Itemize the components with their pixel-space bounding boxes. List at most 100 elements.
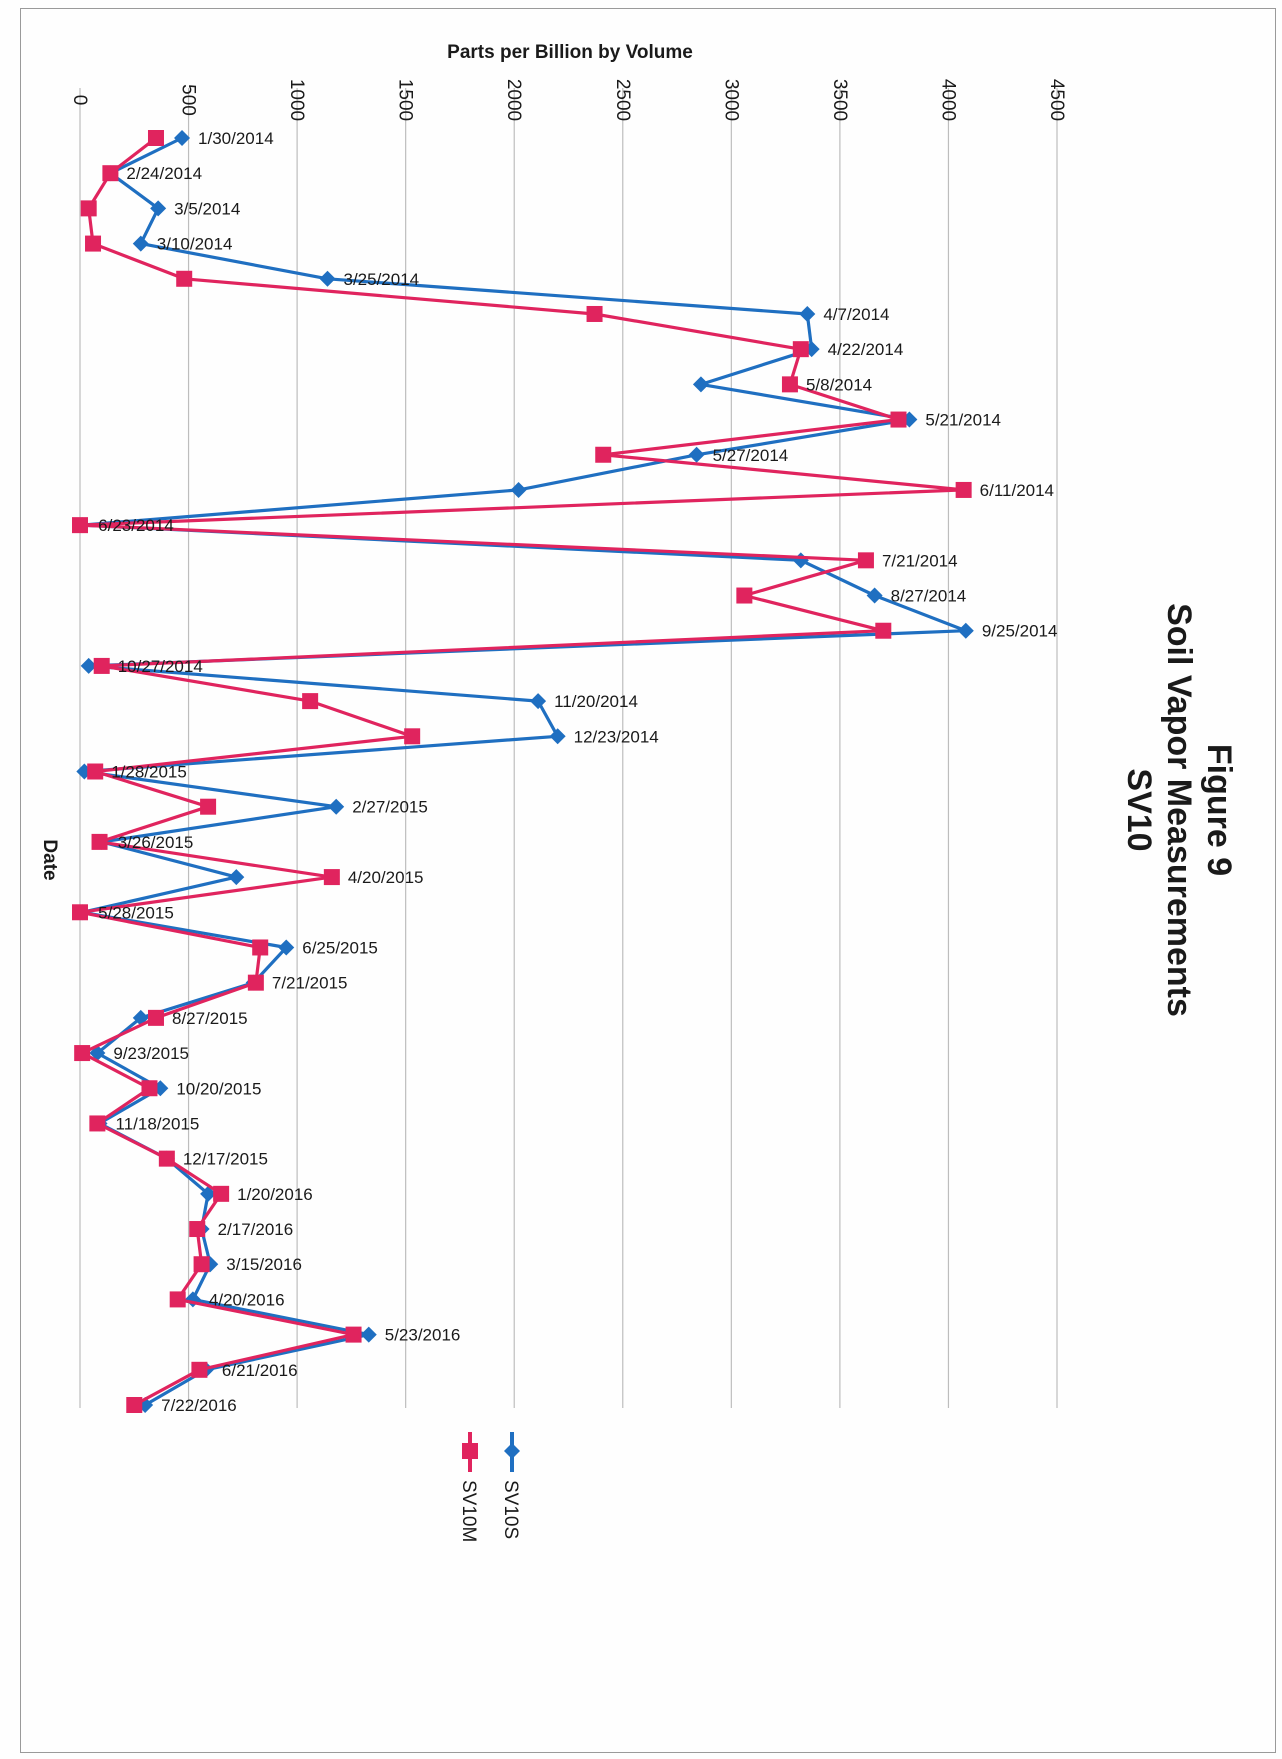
date-label: 3/25/2014 — [344, 270, 420, 289]
legend-item-SV10M: SV10M — [458, 1432, 479, 1542]
point-SV10M-5/27/2014 — [595, 446, 612, 463]
point-SV10S-8/27/2014 — [866, 587, 883, 604]
point-SV10S-2/27/2015 — [328, 798, 345, 815]
point-SV10M-6/23/2014 — [72, 517, 88, 534]
date-label: 1/28/2015 — [111, 763, 187, 782]
point-SV10S-6/25/2015 — [278, 939, 295, 956]
date-label: 9/23/2015 — [113, 1044, 189, 1063]
date-label: 6/25/2015 — [302, 938, 378, 957]
value-tick-0: 0 — [69, 95, 90, 106]
point-SV10M-7/21/2014 — [857, 552, 874, 569]
value-tick-3500: 3500 — [829, 79, 850, 121]
chart-title-line-1: Figure 9 — [1200, 744, 1238, 876]
legend: SV10S SV10M — [458, 1432, 521, 1542]
legend-marker — [462, 1443, 478, 1459]
date-label: 6/23/2014 — [98, 516, 174, 535]
point-SV10M-2/27/2015 — [200, 798, 217, 815]
point-SV10S-3/25/2014 — [319, 270, 336, 287]
point-SV10M-12/23/2014 — [404, 728, 421, 745]
point-SV10M-3/10/2014 — [85, 235, 102, 252]
point-SV10M-1/30/2014 — [147, 130, 164, 146]
value-tick-4000: 4000 — [937, 79, 958, 121]
value-tick-1000: 1000 — [286, 79, 307, 121]
date-label: 3/10/2014 — [157, 235, 233, 254]
value-tick-3000: 3000 — [720, 79, 741, 121]
value-tick-500: 500 — [178, 84, 199, 116]
date-label: 5/27/2014 — [713, 446, 789, 465]
series-line-SV10M — [78, 136, 966, 1407]
value-tick-4500: 4500 — [1046, 79, 1067, 121]
legend-label: SV10M — [458, 1480, 479, 1542]
point-SV10S-9/25/2014 — [957, 622, 974, 639]
date-label: 10/20/2015 — [176, 1079, 261, 1098]
point-SV10M-12/17/2015 — [158, 1150, 175, 1167]
point-SV10M-5/23/2016 — [345, 1326, 362, 1343]
chart-title-line-3: SV10 — [1120, 768, 1158, 851]
x-axis-title: Date — [39, 839, 60, 880]
value-tick-2000: 2000 — [503, 79, 524, 121]
date-label: 5/8/2014 — [806, 375, 872, 394]
point-SV10S-7/21/2014 — [792, 552, 809, 569]
date-label: 12/23/2014 — [574, 727, 659, 746]
figure-frame — [20, 8, 1276, 1753]
value-tick-1500: 1500 — [395, 79, 416, 121]
point-SV10M-3/15/2016 — [193, 1256, 210, 1273]
point-SV10S-6/11/2014 — [510, 481, 527, 498]
point-SV10M-2/24/2014 — [102, 165, 119, 182]
point-SV10M-4/20/2016 — [169, 1291, 186, 1308]
point-SV10M-5/21/2014 — [890, 411, 907, 428]
date-label: 4/22/2014 — [828, 340, 904, 359]
date-label: 4/20/2016 — [209, 1290, 285, 1309]
date-label: 7/21/2015 — [272, 974, 348, 993]
date-label: 9/25/2014 — [982, 622, 1058, 641]
gridlines — [79, 88, 1058, 1408]
point-SV10S-11/20/2014 — [530, 693, 547, 710]
date-label: 2/17/2016 — [218, 1220, 294, 1239]
value-tick-2500: 2500 — [612, 79, 633, 121]
point-SV10S-5/8/2014 — [692, 376, 709, 393]
y-axis-title: Parts per Billion by Volume — [447, 42, 693, 63]
point-SV10M-7/21/2015 — [247, 974, 264, 991]
date-label: 4/7/2014 — [823, 305, 889, 324]
date-label: 10/27/2014 — [118, 657, 203, 676]
date-label: 7/22/2016 — [161, 1396, 237, 1415]
point-SV10M-8/27/2015 — [147, 1009, 164, 1026]
point-SV10M-1/20/2016 — [213, 1185, 230, 1202]
date-label: 3/26/2015 — [118, 833, 194, 852]
legend-marker — [504, 1443, 520, 1459]
date-label: 11/18/2015 — [116, 1114, 200, 1133]
point-SV10S-4/7/2014 — [799, 305, 816, 322]
point-SV10S-4/20/2015 — [228, 869, 245, 886]
point-SV10M-4/20/2015 — [323, 869, 340, 886]
series-line-SV10S — [80, 136, 968, 1407]
point-SV10M-11/18/2015 — [89, 1115, 106, 1132]
date-label: 3/5/2014 — [174, 199, 240, 218]
value-tick-labels: 0 500 1000 1500 2000 2500 3000 3500 4000 4500 — [69, 79, 1067, 121]
point-SV10M-4/7/2014 — [586, 305, 603, 322]
date-label: 3/15/2016 — [226, 1255, 302, 1274]
chart-title-line-2: Soil Vapor Measurements — [1160, 603, 1198, 1017]
date-label: 8/27/2015 — [172, 1009, 248, 1028]
date-label: 5/23/2016 — [385, 1326, 461, 1345]
date-label: 6/21/2016 — [222, 1361, 298, 1380]
date-label: 6/11/2014 — [980, 481, 1054, 500]
point-SV10S-1/30/2014 — [174, 130, 191, 146]
point-SV10S-10/27/2014 — [80, 657, 97, 674]
point-SV10M-2/17/2016 — [189, 1221, 206, 1238]
point-SV10M-5/8/2014 — [781, 376, 798, 393]
series-container — [72, 130, 974, 1413]
point-SV10M-6/21/2016 — [191, 1361, 208, 1378]
legend-label: SV10S — [500, 1480, 521, 1539]
point-SV10M-8/27/2014 — [736, 587, 753, 604]
point-SV10M-3/25/2014 — [176, 270, 193, 287]
point-SV10M-1/28/2015 — [87, 763, 104, 780]
date-label: 4/20/2015 — [348, 868, 424, 887]
date-label: 12/17/2015 — [183, 1150, 268, 1169]
point-SV10M-9/23/2015 — [74, 1045, 91, 1062]
point-SV10M-9/25/2014 — [875, 622, 892, 639]
point-SV10S-3/5/2014 — [150, 200, 167, 217]
date-label: 2/24/2014 — [126, 164, 202, 183]
legend-item-SV10S: SV10S — [500, 1432, 521, 1539]
